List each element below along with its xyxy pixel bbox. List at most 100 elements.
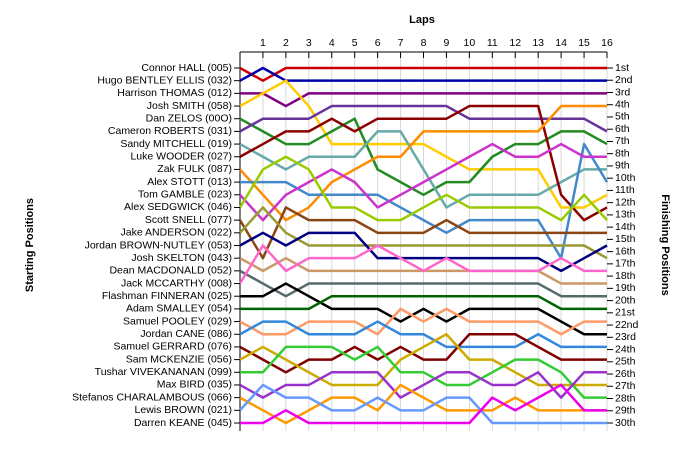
series-line <box>238 155 608 222</box>
x-tick-label: 13 <box>532 37 544 49</box>
y-tick-label: Sandy MITCHELL (019) <box>120 138 232 150</box>
y-tick-label: Luke WOODER (027) <box>130 151 232 163</box>
y2-tick-label: 26th <box>615 368 636 380</box>
y2-tick-label: 21st <box>615 307 635 319</box>
y2-tick-label: 29th <box>615 405 636 417</box>
y-tick-label: Jack MCCARTHY (008) <box>121 277 232 289</box>
series-line <box>238 206 607 260</box>
y2-tick-label: 16th <box>615 245 636 257</box>
y2-tick-label: 2nd <box>615 74 633 86</box>
x-tick-label: 6 <box>375 37 381 49</box>
y2-tick-label: 27th <box>615 380 636 392</box>
y2-tick-label: 13th <box>615 209 636 221</box>
y2-tick-label: 15th <box>615 233 636 245</box>
x-tick-label: 15 <box>578 37 590 49</box>
y-tick-label: Jordan CANE (086) <box>140 328 232 340</box>
y-tick-label: Zak FULK (087) <box>157 163 232 175</box>
x-tick-label: 7 <box>398 37 404 49</box>
x-tick-label: 8 <box>421 37 427 49</box>
y-tick-label: Josh SKELTON (043) <box>131 252 232 264</box>
y-tick-label: Adam SMALLEY (054) <box>126 303 232 315</box>
y2-tick-label: 28th <box>615 392 636 404</box>
series-line <box>240 345 607 399</box>
x-tick-label: 16 <box>601 37 613 49</box>
y2-axis-label: Finishing Positions <box>659 194 671 295</box>
chart-title: Laps <box>409 14 435 26</box>
y-tick-label: Samuel POOLEY (029) <box>123 315 232 327</box>
series-line <box>240 294 607 311</box>
series-line <box>239 320 607 349</box>
y2-tick-label: 5th <box>615 111 630 123</box>
series-line <box>240 282 607 336</box>
series-line <box>239 206 608 260</box>
y2-tick-label: 8th <box>615 147 630 159</box>
y-tick-label: Cameron ROBERTS (031) <box>108 125 232 137</box>
y2-tick-label: 23rd <box>615 331 636 343</box>
y-tick-label: Josh SMITH (058) <box>147 100 232 112</box>
series-line <box>239 307 607 336</box>
y-tick-label: Harrison THOMAS (012) <box>117 87 232 99</box>
series-line <box>239 371 607 399</box>
series-line <box>239 333 607 387</box>
y-tick-label: Sam MCKENZIE (056) <box>126 353 232 365</box>
y2-tick-label: 9th <box>615 160 630 172</box>
series-line <box>239 66 607 82</box>
series-line <box>239 269 607 298</box>
series-line <box>240 383 607 425</box>
y2-tick-label: 18th <box>615 270 636 282</box>
x-tick-label: 11 <box>487 37 498 49</box>
y-tick-label: Alex STOTT (013) <box>147 176 232 188</box>
lines <box>238 66 609 425</box>
y-tick-label: Dean MACDONALD (052) <box>109 265 232 277</box>
y-tick-label: Tom GAMBLE (023) <box>138 189 232 201</box>
series-line <box>239 104 608 133</box>
y2-tick-label: 17th <box>615 258 636 270</box>
y-tick-label: Stefanos CHARALAMBOUS (066) <box>72 391 232 403</box>
series-line <box>239 231 608 273</box>
x-tick-label: 10 <box>464 37 476 49</box>
y2-tick-label: 6th <box>615 123 630 135</box>
y2-tick-label: 19th <box>615 282 636 294</box>
y-tick-label: Alex SEDGWICK (046) <box>124 201 232 213</box>
series-line <box>238 244 607 285</box>
y-tick-label: Jake ANDERSON (022) <box>121 227 232 239</box>
y-tick-label: Samuel GERRARD (076) <box>114 341 232 353</box>
y-tick-label: Darren KEANE (045) <box>134 417 232 429</box>
series-line <box>239 333 607 374</box>
x-tick-label: 14 <box>555 37 567 49</box>
x-tick-label: 5 <box>352 37 358 49</box>
x-tick-label: 1 <box>260 37 266 49</box>
series-line <box>239 383 607 425</box>
y-tick-label: Scott SNELL (077) <box>145 214 232 226</box>
y2-tick-label: 14th <box>615 221 636 233</box>
series-line <box>239 130 607 209</box>
series-line <box>239 66 607 82</box>
series-line <box>239 104 608 222</box>
y2-tick-label: 3rd <box>615 86 630 98</box>
y2-tick-label: 30th <box>615 417 636 429</box>
y2-tick-label: 11th <box>615 184 635 196</box>
y-tick-label: Jordan BROWN-NUTLEY (053) <box>85 239 232 251</box>
series-line <box>239 104 607 222</box>
y-tick-label: Hugo BENTLEY ELLIS (032) <box>97 74 232 86</box>
y2-tick-label: 22nd <box>615 319 639 331</box>
x-tick-label: 2 <box>283 37 289 49</box>
y2-tick-label: 4th <box>615 99 630 111</box>
y-tick-label: Dan ZELOS (00O) <box>146 112 232 124</box>
y-tick-label: Lewis BROWN (021) <box>135 404 232 416</box>
y2-tick-label: 12th <box>615 196 636 208</box>
y-tick-label: Connor HALL (005) <box>141 62 232 74</box>
y2-tick-label: 25th <box>615 356 636 368</box>
x-tick-label: 9 <box>444 37 450 49</box>
series-line <box>239 383 607 425</box>
x-tick-label: 3 <box>306 37 312 49</box>
y2-tick-label: 10th <box>615 172 636 184</box>
y-tick-label: Flashman FINNERAN (025) <box>102 290 232 302</box>
y-axis-label: Starting Positions <box>24 198 36 292</box>
y-tick-label: Max BIRD (035) <box>157 379 232 391</box>
series-line <box>239 142 607 222</box>
y-tick-label: Tushar VIVEKANANAN (099) <box>95 366 232 378</box>
y2-tick-label: 7th <box>615 135 630 147</box>
x-tick-label: 12 <box>509 37 521 49</box>
